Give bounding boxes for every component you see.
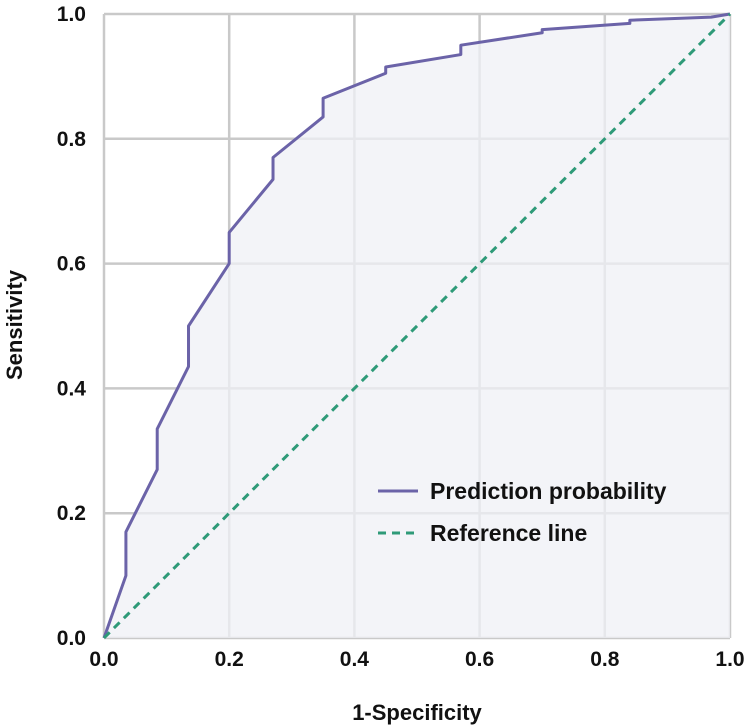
legend: Prediction probability Reference line xyxy=(378,478,667,546)
x-tick-label: 0.4 xyxy=(340,648,370,671)
y-tick-label: 0.0 xyxy=(57,627,86,650)
roc-curve-line xyxy=(102,12,731,639)
x-tick-label: 0.0 xyxy=(89,648,118,671)
reference-line xyxy=(102,12,732,640)
x-axis-title: 1-Specificity xyxy=(352,700,482,725)
y-axis-title: Sensitivity xyxy=(2,269,27,380)
y-tick-label: 1.0 xyxy=(57,3,86,26)
y-tick-label: 0.4 xyxy=(57,377,87,400)
x-tick-label: 1.0 xyxy=(715,648,744,671)
x-tick-label: 0.2 xyxy=(215,648,244,671)
x-tick-label: 0.6 xyxy=(465,648,494,671)
y-tick-label: 0.8 xyxy=(57,128,87,151)
legend-label-reference: Reference line xyxy=(430,520,587,546)
y-tick-label: 0.2 xyxy=(57,502,86,525)
x-tick-label: 0.8 xyxy=(590,648,620,671)
y-tick-label: 0.6 xyxy=(57,253,86,276)
legend-label-prediction: Prediction probability xyxy=(430,478,667,504)
